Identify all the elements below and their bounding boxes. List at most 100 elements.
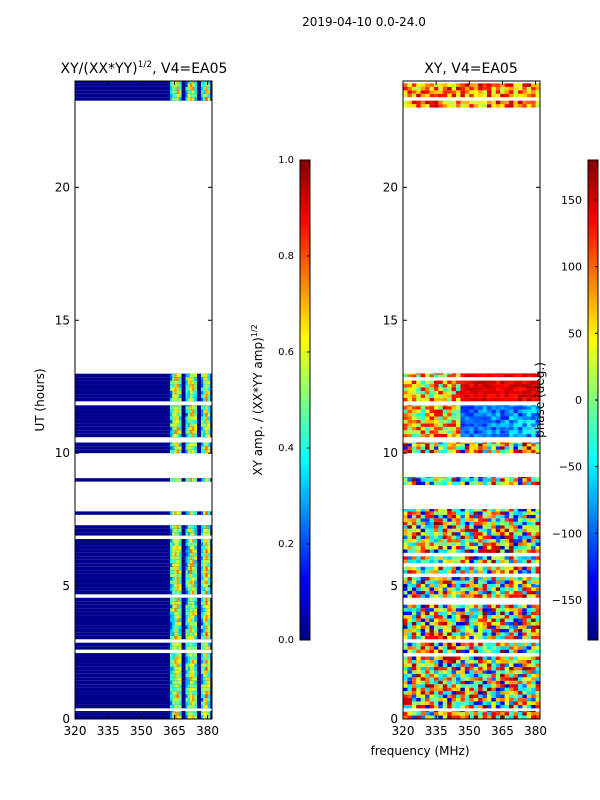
heatmap-cell xyxy=(192,413,195,417)
heatmap-cell xyxy=(509,416,514,420)
heatmap-cell xyxy=(192,628,195,633)
heatmap-cell xyxy=(178,694,182,698)
heatmap-cell xyxy=(469,604,475,609)
heatmap-cell xyxy=(194,90,198,94)
heatmap-cell xyxy=(205,625,209,629)
heatmap-cell xyxy=(433,583,439,588)
heatmap-cell xyxy=(205,653,209,657)
heatmap-cell xyxy=(478,646,484,650)
heatmap-cell xyxy=(456,680,461,685)
heatmap-cell xyxy=(433,477,439,479)
heatmap-cell xyxy=(491,701,497,705)
heatmap-cell xyxy=(500,621,506,626)
heatmap-cell xyxy=(203,580,206,584)
heatmap-cell xyxy=(486,430,492,434)
heatmap-cell xyxy=(509,649,514,654)
heatmap-cell xyxy=(433,677,439,681)
heatmap-cell xyxy=(473,711,479,713)
heatmap-cell xyxy=(189,621,193,626)
heatmap-cell xyxy=(473,423,479,427)
heatmap-cell xyxy=(504,673,510,678)
heatmap-cell xyxy=(192,405,195,407)
heatmap-cell xyxy=(478,419,484,424)
heatmap-cell xyxy=(456,426,461,431)
heatmap-cell xyxy=(194,559,198,564)
heatmap-cell xyxy=(491,433,497,438)
heatmap-cell xyxy=(203,406,206,410)
heatmap-row xyxy=(75,549,212,553)
heatmap-cell xyxy=(203,566,206,571)
heatmap-cell xyxy=(172,701,175,705)
heatmap-cell xyxy=(189,405,193,407)
heatmap-cell xyxy=(447,642,453,647)
heatmap-cell xyxy=(429,566,435,571)
heatmap-cell xyxy=(420,442,426,447)
heatmap-cell xyxy=(433,442,439,444)
heatmap-cell xyxy=(205,93,209,98)
heatmap-cell xyxy=(460,694,466,698)
heatmap-cell xyxy=(491,373,497,378)
heatmap-cell xyxy=(535,539,540,543)
heatmap-cell xyxy=(189,611,193,616)
heatmap-cell xyxy=(205,532,209,536)
heatmap-cell xyxy=(500,615,506,619)
y-tick-label: 20 xyxy=(383,180,398,194)
heatmap-cell xyxy=(535,621,540,626)
heatmap-cell xyxy=(451,618,457,622)
heatmap-cell xyxy=(403,83,408,87)
heatmap-cell xyxy=(203,419,206,424)
heatmap-cell xyxy=(185,656,189,660)
heatmap-cell xyxy=(469,611,475,616)
heatmap-cell xyxy=(429,373,435,375)
heatmap-cell xyxy=(495,711,501,713)
heatmap-cell xyxy=(442,697,448,702)
heatmap-cell xyxy=(478,387,484,391)
heatmap-cell xyxy=(522,384,528,388)
heatmap-cell xyxy=(522,694,528,698)
heatmap-cell xyxy=(522,587,528,591)
heatmap-cell xyxy=(504,373,510,375)
heatmap-cell xyxy=(189,532,193,536)
heatmap-cell xyxy=(464,680,470,685)
heatmap-cell xyxy=(174,397,178,402)
heatmap-cell xyxy=(200,670,204,674)
heatmap-cell xyxy=(200,423,204,427)
heatmap-cell xyxy=(178,601,182,605)
heatmap-cell xyxy=(509,673,514,678)
heatmap-cell xyxy=(504,628,510,633)
heatmap-cell xyxy=(403,442,408,444)
heatmap-cell xyxy=(407,409,413,414)
heatmap-cell xyxy=(433,615,439,619)
heatmap-cell xyxy=(491,666,497,671)
heatmap-cell xyxy=(416,590,422,595)
heatmap-cell xyxy=(172,549,175,553)
heatmap-cell xyxy=(411,521,417,526)
heatmap-cell xyxy=(535,518,540,522)
heatmap-cell xyxy=(438,532,444,536)
heatmap-cell xyxy=(464,635,470,640)
heatmap-cell xyxy=(420,409,426,414)
heatmap-cell xyxy=(425,100,431,105)
heatmap-cell xyxy=(433,594,439,598)
heatmap-cell xyxy=(420,680,426,685)
heatmap-cell xyxy=(482,535,488,540)
heatmap-cell xyxy=(407,604,413,609)
heatmap-cell xyxy=(473,615,479,619)
heatmap-cell xyxy=(403,390,408,395)
heatmap-cell xyxy=(407,532,413,536)
heatmap-cell xyxy=(420,666,426,671)
heatmap-cell xyxy=(491,577,497,581)
heatmap-cell xyxy=(482,594,488,598)
heatmap-cell xyxy=(192,704,195,709)
heatmap-cell xyxy=(174,601,178,605)
heatmap-cell xyxy=(491,413,497,417)
heatmap-cell xyxy=(500,687,506,692)
heatmap-cell xyxy=(403,577,408,581)
heatmap-cell xyxy=(478,433,484,438)
heatmap-cell xyxy=(531,449,537,454)
heatmap-row xyxy=(75,701,212,705)
heatmap-cell xyxy=(187,442,191,444)
heatmap-cell xyxy=(535,715,540,719)
heatmap-cell xyxy=(473,680,479,685)
heatmap-cell xyxy=(531,446,537,450)
